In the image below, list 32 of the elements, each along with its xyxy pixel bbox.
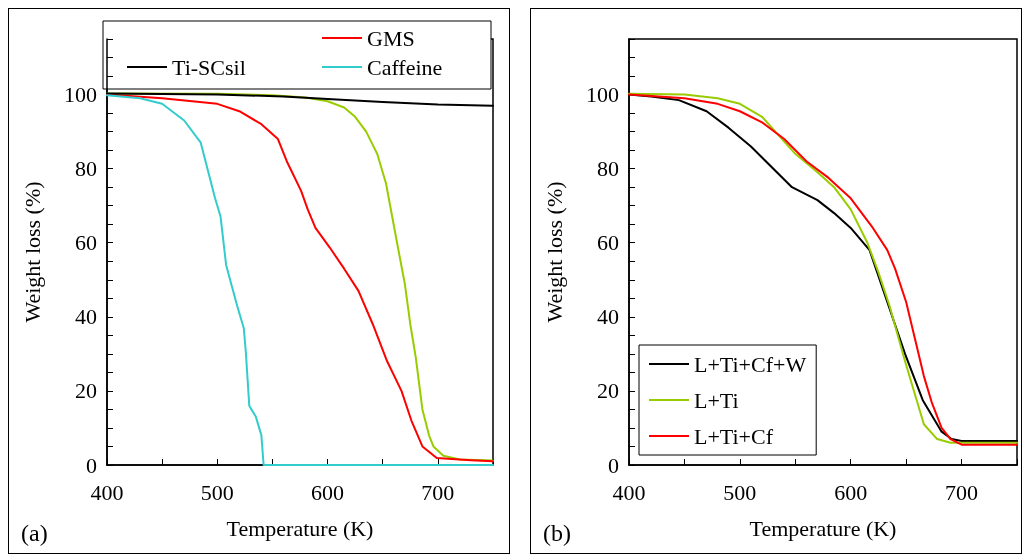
x-tick-label: 600: [311, 479, 345, 505]
x-tick-label: 600: [834, 479, 868, 505]
y-tick-label: 80: [597, 156, 619, 182]
y-tick-label: 60: [597, 230, 619, 256]
legend-label: L+Ti: [694, 387, 739, 413]
y-axis-title: Weight loss (%): [19, 181, 45, 323]
x-tick-label: 400: [90, 479, 124, 505]
y-tick-label: 100: [64, 82, 97, 108]
legend-label: L+Ti+Cf: [694, 423, 774, 449]
y-tick-label: 100: [586, 82, 619, 108]
x-tick-label: 500: [723, 479, 757, 505]
text: (b): [543, 520, 571, 546]
legend-label: L+Ti+Cf+W: [694, 351, 807, 377]
x-axis-title: Temperature (K): [226, 515, 374, 541]
x-tick-label: 700: [945, 479, 979, 505]
y-tick-label: 20: [75, 378, 97, 404]
x-tick-label: 500: [200, 479, 234, 505]
x-axis-title: Temperature (K): [749, 515, 897, 541]
y-tick-label: 80: [75, 156, 97, 182]
x-tick-label: 700: [421, 479, 455, 505]
y-tick-label: 0: [86, 452, 97, 478]
legend-label: Caffeine: [367, 54, 443, 80]
legend-label: Ti-SCsil: [172, 54, 246, 80]
text: (a): [21, 520, 48, 546]
y-axis-title: Weight loss (%): [541, 181, 567, 323]
y-tick-label: 0: [608, 452, 619, 478]
y-tick-label: 20: [597, 378, 619, 404]
x-tick-label: 400: [612, 479, 646, 505]
y-tick-label: 60: [75, 230, 97, 256]
y-tick-label: 40: [75, 304, 97, 330]
y-tick-label: 40: [597, 304, 619, 330]
legend-label: GMS: [367, 25, 415, 51]
